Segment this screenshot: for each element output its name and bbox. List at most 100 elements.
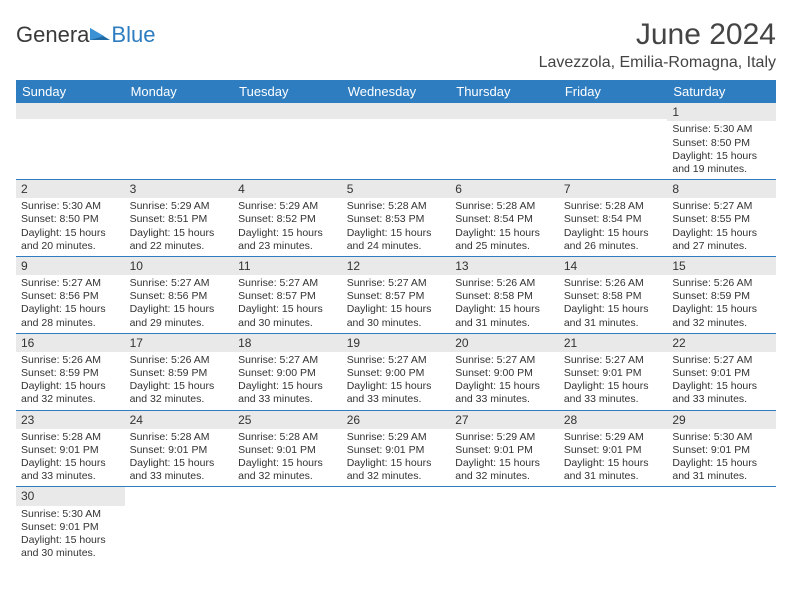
day-number: 3 [125, 180, 234, 198]
day-number: 24 [125, 411, 234, 429]
daylight-line: Daylight: 15 hours and 32 minutes. [455, 457, 554, 483]
day-details: Sunrise: 5:28 AMSunset: 8:54 PMDaylight:… [450, 198, 559, 256]
calendar-day-cell: 6Sunrise: 5:28 AMSunset: 8:54 PMDaylight… [450, 179, 559, 256]
day-number: 23 [16, 411, 125, 429]
day-details: Sunrise: 5:27 AMSunset: 9:00 PMDaylight:… [450, 352, 559, 410]
calendar-empty-cell [233, 103, 342, 179]
day-details: Sunrise: 5:26 AMSunset: 8:59 PMDaylight:… [667, 275, 776, 333]
day-header: Thursday [450, 80, 559, 103]
day-details: Sunrise: 5:28 AMSunset: 9:01 PMDaylight:… [16, 429, 125, 487]
location-subtitle: Lavezzola, Emilia-Romagna, Italy [539, 54, 776, 72]
day-number [450, 103, 559, 119]
day-details: Sunrise: 5:28 AMSunset: 8:53 PMDaylight:… [342, 198, 451, 256]
daylight-line: Daylight: 15 hours and 26 minutes. [564, 227, 663, 253]
sunset-line: Sunset: 8:59 PM [672, 290, 771, 303]
calendar-day-cell: 12Sunrise: 5:27 AMSunset: 8:57 PMDayligh… [342, 256, 451, 333]
day-number: 2 [16, 180, 125, 198]
day-number: 17 [125, 334, 234, 352]
daylight-line: Daylight: 15 hours and 29 minutes. [130, 303, 229, 329]
sunrise-line: Sunrise: 5:29 AM [238, 200, 337, 213]
day-details: Sunrise: 5:28 AMSunset: 9:01 PMDaylight:… [125, 429, 234, 487]
sunrise-line: Sunrise: 5:28 AM [564, 200, 663, 213]
day-number: 10 [125, 257, 234, 275]
day-details: Sunrise: 5:27 AMSunset: 8:57 PMDaylight:… [233, 275, 342, 333]
sunset-line: Sunset: 8:58 PM [564, 290, 663, 303]
day-number: 29 [667, 411, 776, 429]
sunrise-line: Sunrise: 5:28 AM [238, 431, 337, 444]
sunrise-line: Sunrise: 5:26 AM [130, 354, 229, 367]
day-details: Sunrise: 5:29 AMSunset: 8:51 PMDaylight:… [125, 198, 234, 256]
calendar-day-cell: 21Sunrise: 5:27 AMSunset: 9:01 PMDayligh… [559, 333, 668, 410]
calendar-empty-cell [667, 487, 776, 563]
daylight-line: Daylight: 15 hours and 33 minutes. [130, 457, 229, 483]
calendar-day-cell: 7Sunrise: 5:28 AMSunset: 8:54 PMDaylight… [559, 179, 668, 256]
day-number: 20 [450, 334, 559, 352]
sunset-line: Sunset: 8:50 PM [21, 213, 120, 226]
daylight-line: Daylight: 15 hours and 20 minutes. [21, 227, 120, 253]
day-header: Friday [559, 80, 668, 103]
sunrise-line: Sunrise: 5:28 AM [21, 431, 120, 444]
day-number: 9 [16, 257, 125, 275]
daylight-line: Daylight: 15 hours and 24 minutes. [347, 227, 446, 253]
sunset-line: Sunset: 8:55 PM [672, 213, 771, 226]
daylight-line: Daylight: 15 hours and 31 minutes. [564, 457, 663, 483]
day-header: Sunday [16, 80, 125, 103]
calendar-empty-cell [125, 103, 234, 179]
daylight-line: Daylight: 15 hours and 31 minutes. [455, 303, 554, 329]
sunset-line: Sunset: 8:57 PM [238, 290, 337, 303]
day-number: 28 [559, 411, 668, 429]
day-number: 14 [559, 257, 668, 275]
sunset-line: Sunset: 8:51 PM [130, 213, 229, 226]
day-details: Sunrise: 5:27 AMSunset: 8:55 PMDaylight:… [667, 198, 776, 256]
day-number: 25 [233, 411, 342, 429]
daylight-line: Daylight: 15 hours and 32 minutes. [21, 380, 120, 406]
daylight-line: Daylight: 15 hours and 30 minutes. [238, 303, 337, 329]
day-details: Sunrise: 5:29 AMSunset: 9:01 PMDaylight:… [342, 429, 451, 487]
calendar-day-cell: 26Sunrise: 5:29 AMSunset: 9:01 PMDayligh… [342, 410, 451, 487]
sunrise-line: Sunrise: 5:27 AM [347, 277, 446, 290]
calendar-day-cell: 10Sunrise: 5:27 AMSunset: 8:56 PMDayligh… [125, 256, 234, 333]
calendar-day-cell: 3Sunrise: 5:29 AMSunset: 8:51 PMDaylight… [125, 179, 234, 256]
day-header: Wednesday [342, 80, 451, 103]
sunrise-line: Sunrise: 5:27 AM [238, 354, 337, 367]
day-details: Sunrise: 5:26 AMSunset: 8:58 PMDaylight:… [450, 275, 559, 333]
calendar-page: Genera Blue June 2024 Lavezzola, Emilia-… [0, 0, 792, 563]
daylight-line: Daylight: 15 hours and 28 minutes. [21, 303, 120, 329]
day-number [233, 103, 342, 119]
daylight-line: Daylight: 15 hours and 30 minutes. [21, 534, 120, 560]
calendar-empty-cell [342, 487, 451, 563]
day-number: 5 [342, 180, 451, 198]
sunset-line: Sunset: 8:56 PM [130, 290, 229, 303]
sunrise-line: Sunrise: 5:26 AM [672, 277, 771, 290]
day-header-row: SundayMondayTuesdayWednesdayThursdayFrid… [16, 80, 776, 103]
day-details: Sunrise: 5:27 AMSunset: 9:01 PMDaylight:… [667, 352, 776, 410]
calendar-day-cell: 29Sunrise: 5:30 AMSunset: 9:01 PMDayligh… [667, 410, 776, 487]
daylight-line: Daylight: 15 hours and 23 minutes. [238, 227, 337, 253]
sunrise-line: Sunrise: 5:29 AM [564, 431, 663, 444]
day-number [125, 487, 234, 491]
sunrise-line: Sunrise: 5:27 AM [238, 277, 337, 290]
sunset-line: Sunset: 9:01 PM [564, 367, 663, 380]
calendar-empty-cell [16, 103, 125, 179]
sunrise-line: Sunrise: 5:30 AM [672, 431, 771, 444]
day-details: Sunrise: 5:27 AMSunset: 8:57 PMDaylight:… [342, 275, 451, 333]
sunrise-line: Sunrise: 5:27 AM [455, 354, 554, 367]
logo-flag-icon [90, 22, 110, 44]
calendar-day-cell: 22Sunrise: 5:27 AMSunset: 9:01 PMDayligh… [667, 333, 776, 410]
sunset-line: Sunset: 8:54 PM [455, 213, 554, 226]
calendar-day-cell: 25Sunrise: 5:28 AMSunset: 9:01 PMDayligh… [233, 410, 342, 487]
day-details: Sunrise: 5:29 AMSunset: 9:01 PMDaylight:… [559, 429, 668, 487]
daylight-line: Daylight: 15 hours and 33 minutes. [672, 380, 771, 406]
day-details: Sunrise: 5:30 AMSunset: 9:01 PMDaylight:… [16, 506, 125, 564]
sunset-line: Sunset: 9:00 PM [238, 367, 337, 380]
day-details: Sunrise: 5:27 AMSunset: 8:56 PMDaylight:… [16, 275, 125, 333]
logo-text-part2: Blue [111, 24, 155, 46]
sunset-line: Sunset: 8:59 PM [130, 367, 229, 380]
day-number [559, 487, 668, 491]
calendar-week-row: 16Sunrise: 5:26 AMSunset: 8:59 PMDayligh… [16, 333, 776, 410]
calendar-empty-cell [450, 487, 559, 563]
calendar-week-row: 23Sunrise: 5:28 AMSunset: 9:01 PMDayligh… [16, 410, 776, 487]
day-number: 8 [667, 180, 776, 198]
day-header: Monday [125, 80, 234, 103]
day-number: 27 [450, 411, 559, 429]
